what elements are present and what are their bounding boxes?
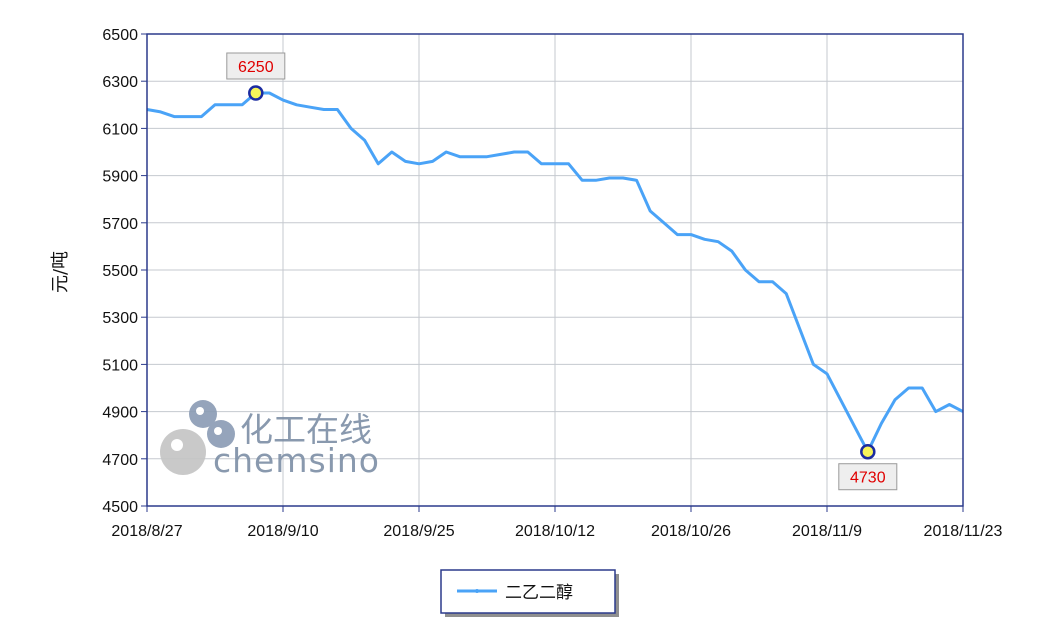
y-tick-label: 5100 (102, 357, 138, 374)
x-tick-label: 2018/8/27 (111, 523, 182, 540)
callout-marker (860, 443, 876, 460)
y-tick-label: 4500 (102, 499, 138, 516)
callout-box (838, 463, 898, 491)
y-tick-label: 5900 (102, 169, 138, 186)
y-tick-label: 4900 (102, 405, 138, 422)
x-tick-label: 2018/9/10 (247, 523, 318, 540)
x-tick-label: 2018/10/26 (651, 523, 731, 540)
y-tick-label: 6100 (102, 121, 138, 138)
watermark-logo-icon (160, 429, 206, 475)
callouts: 6250 4730 (226, 52, 898, 491)
y-tick-label: 6500 (102, 27, 138, 44)
series-layer (146, 91, 964, 454)
callout-box (226, 52, 286, 80)
y-tick-label: 6300 (102, 74, 138, 91)
callout-label: 4730 (850, 470, 886, 487)
x-tick-label: 2018/10/12 (515, 523, 595, 540)
watermark-en-text: chemsino (213, 441, 380, 480)
callout-label: 6250 (238, 59, 274, 76)
chemsino-watermark: 化工在线 chemsino (160, 400, 380, 480)
legend: 二乙二醇 (440, 569, 619, 617)
x-tick-label: 2018/9/25 (383, 523, 454, 540)
watermark-cn-text: 化工在线 (240, 410, 372, 449)
watermark-logo-icon (207, 420, 235, 448)
x-tick-label: 2018/11/9 (792, 523, 862, 540)
legend-label: 二乙二醇 (505, 583, 573, 603)
x-tick-label: 2018/11/23 (924, 523, 1003, 540)
y-tick-label: 5300 (102, 310, 138, 327)
y-axis-label: 元/吨 (50, 251, 71, 293)
y-tick-label: 5500 (102, 263, 138, 280)
series-line-二乙二醇 (146, 91, 964, 454)
y-tick-label: 4700 (102, 452, 138, 469)
y-tick-label: 5700 (102, 216, 138, 233)
callout-marker (248, 85, 264, 101)
axes: 4500 4700 4900 5100 5300 5500 5700 5900 6100 6300… (102, 27, 1002, 540)
watermark-logo-icon (189, 400, 217, 428)
